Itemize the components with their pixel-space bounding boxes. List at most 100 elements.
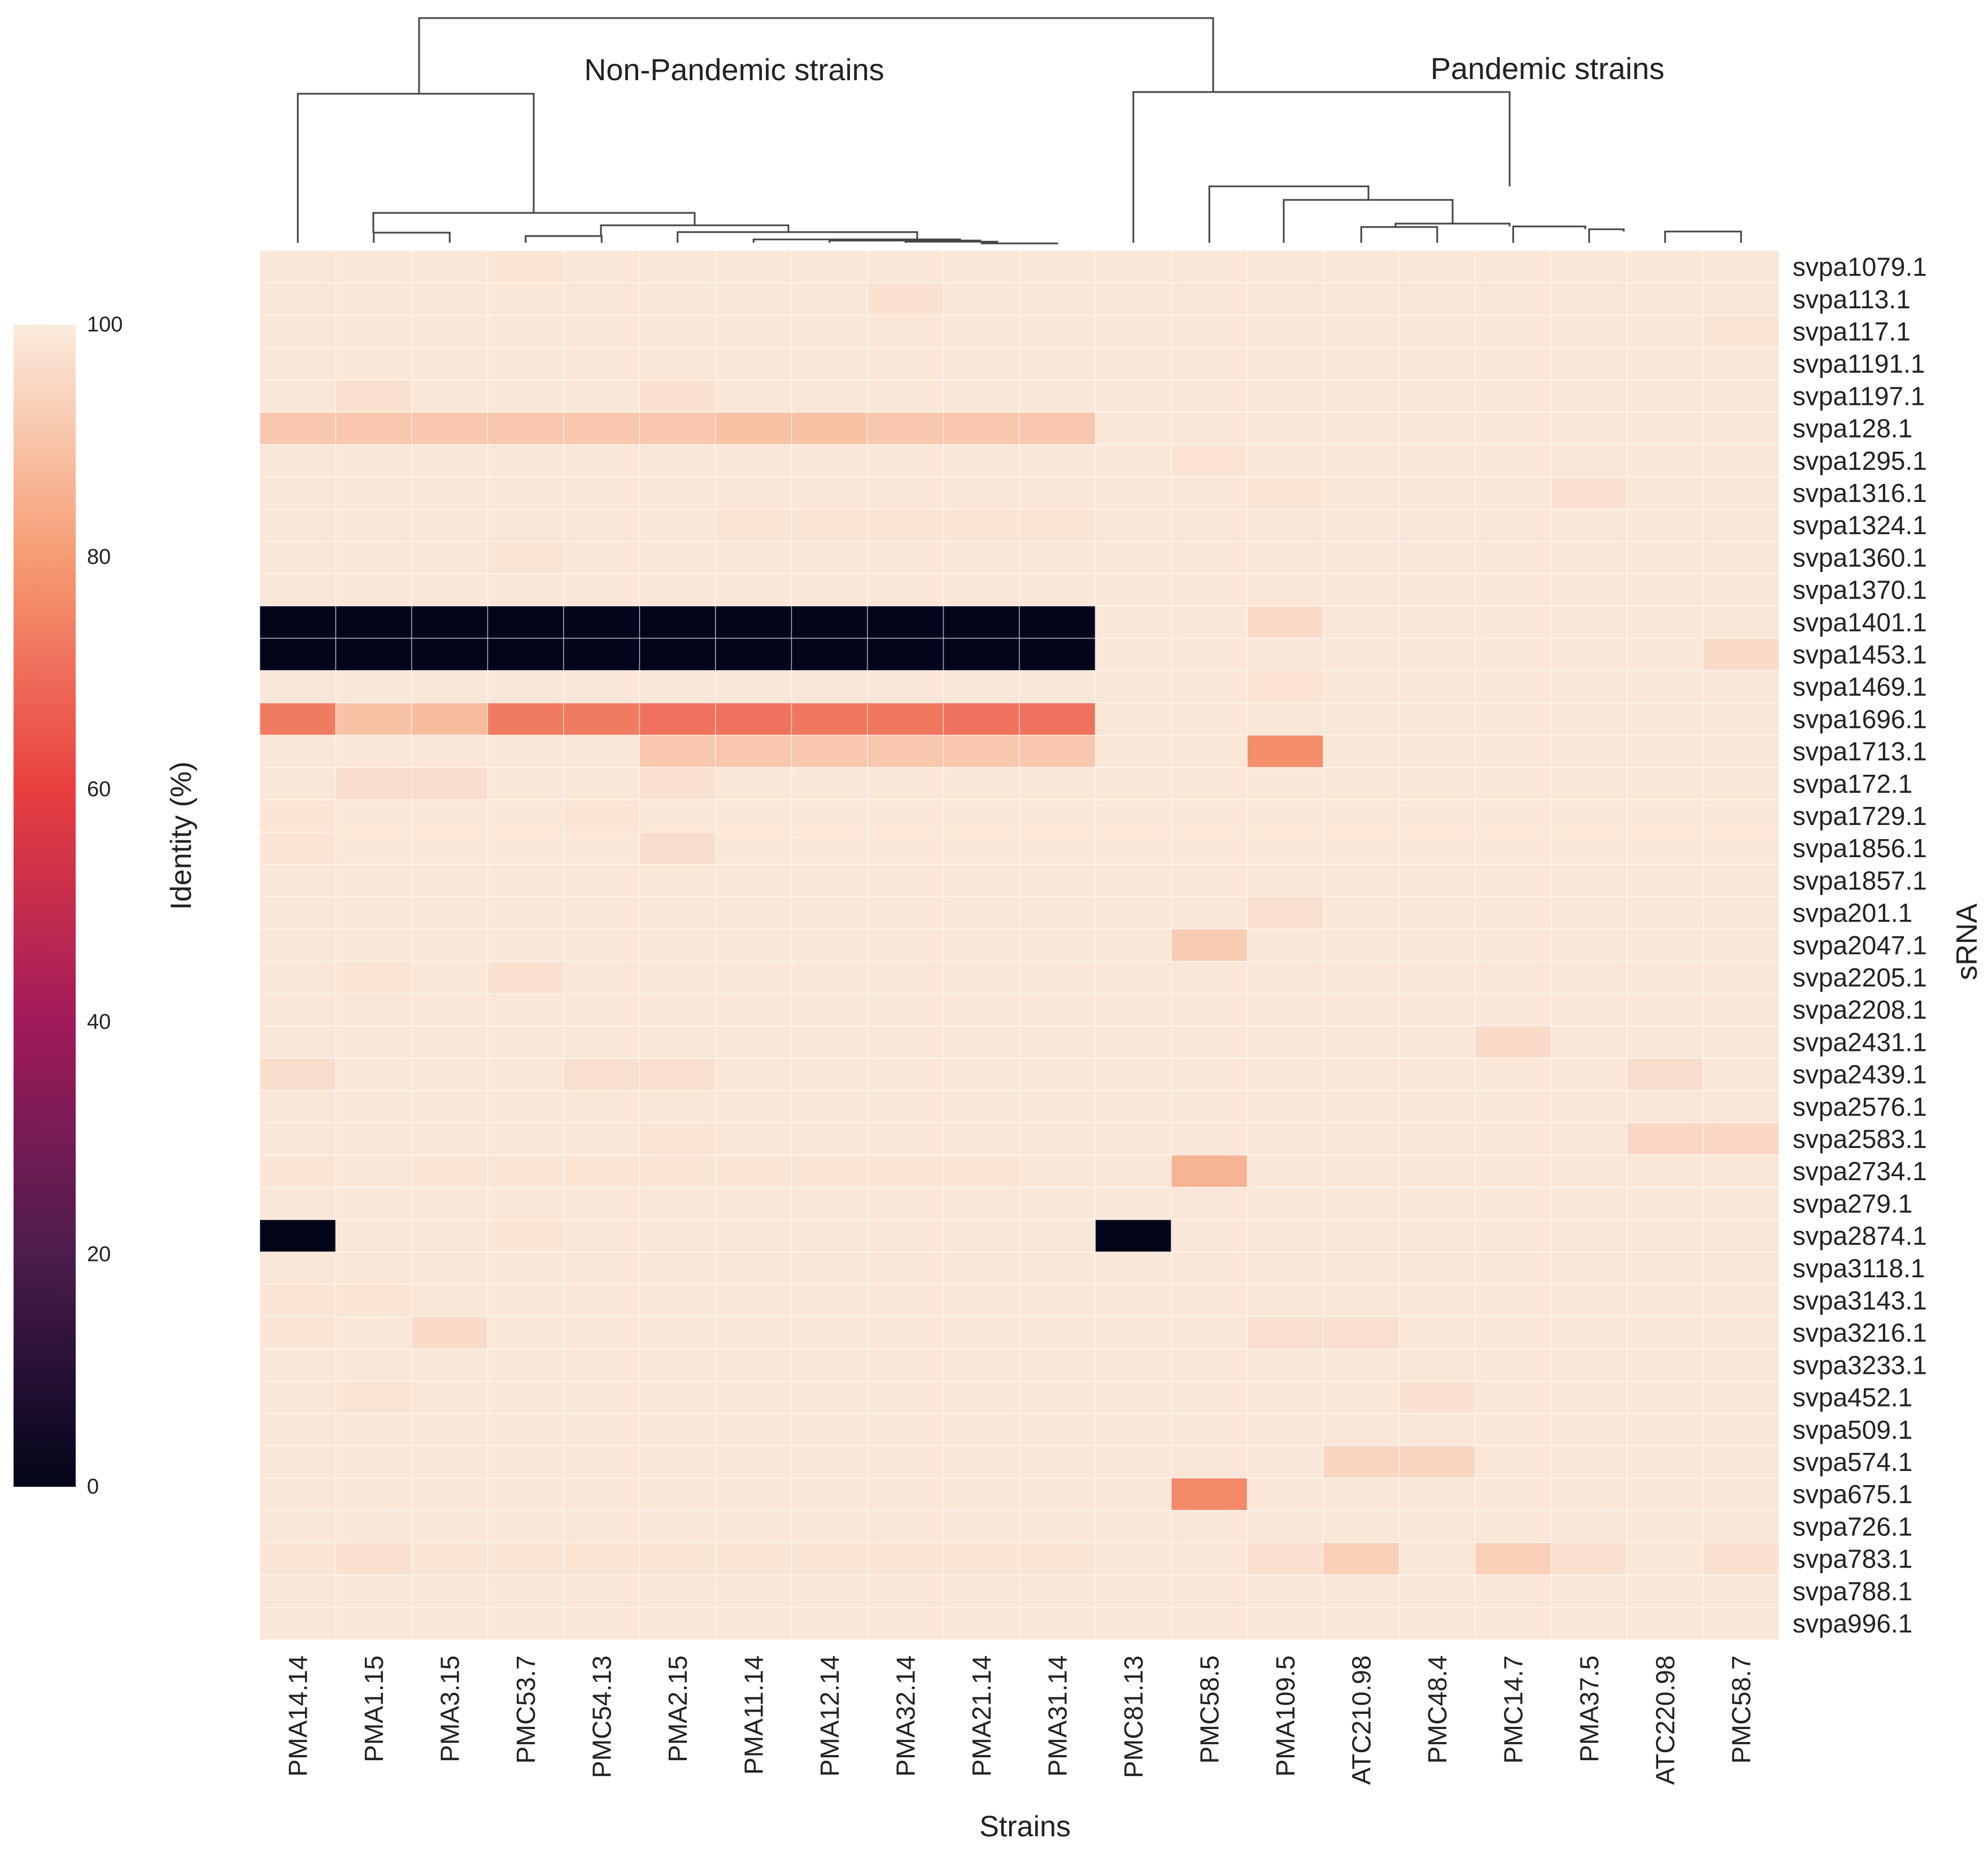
heatmap-cell bbox=[1398, 1542, 1476, 1575]
heatmap-cell bbox=[1627, 1154, 1704, 1188]
heatmap-cell bbox=[791, 1477, 868, 1511]
heatmap-cell bbox=[1398, 1219, 1476, 1252]
heatmap-cell bbox=[715, 670, 792, 704]
heatmap-cell bbox=[1702, 993, 1780, 1027]
heatmap-cell bbox=[715, 1284, 792, 1317]
heatmap-cell bbox=[411, 1219, 489, 1252]
heatmap-cell bbox=[335, 605, 412, 639]
heatmap-cell bbox=[791, 412, 868, 445]
heatmap-cell bbox=[1095, 1025, 1172, 1059]
row-label: svpa1191.1 bbox=[1793, 349, 1925, 378]
heatmap-cell bbox=[1550, 1251, 1628, 1285]
heatmap-cell bbox=[1550, 1187, 1628, 1220]
heatmap-cell bbox=[639, 250, 716, 283]
heatmap-cell bbox=[1019, 638, 1096, 671]
heatmap-cell bbox=[639, 1510, 716, 1543]
heatmap-cell bbox=[867, 831, 944, 865]
heatmap-cell bbox=[1627, 282, 1704, 316]
heatmap-cell bbox=[1323, 541, 1400, 574]
heatmap-cell bbox=[791, 896, 868, 929]
heatmap-cell bbox=[1323, 347, 1400, 381]
heatmap-cell bbox=[867, 799, 944, 833]
row-label: svpa2205.1 bbox=[1793, 963, 1927, 992]
heatmap-cell bbox=[791, 508, 868, 542]
heatmap-cell bbox=[1019, 993, 1096, 1027]
heatmap-cell bbox=[1475, 1574, 1552, 1608]
heatmap-cell bbox=[335, 541, 412, 574]
heatmap-cell bbox=[943, 993, 1020, 1027]
heatmap-cell bbox=[1019, 1090, 1096, 1124]
colorbar-tick-label: 20 bbox=[87, 1242, 111, 1266]
heatmap-cell bbox=[1550, 379, 1628, 413]
heatmap-cell bbox=[1398, 864, 1476, 897]
heatmap-cell bbox=[867, 315, 944, 348]
heatmap-cell bbox=[1171, 250, 1248, 283]
heatmap-cell bbox=[411, 702, 489, 736]
heatmap-cell bbox=[715, 767, 792, 801]
heatmap-cell bbox=[487, 282, 564, 316]
column-label: PMC54.13 bbox=[587, 1656, 616, 1778]
heatmap-cell bbox=[563, 1381, 640, 1414]
heatmap-cell bbox=[1550, 735, 1628, 768]
heatmap-cell bbox=[411, 1574, 489, 1608]
heatmap-cell bbox=[1095, 799, 1172, 833]
heatmap-cell bbox=[1019, 379, 1096, 413]
heatmap-cell bbox=[1398, 1510, 1476, 1543]
heatmap-cell bbox=[411, 1381, 489, 1414]
heatmap-cell bbox=[1323, 1542, 1400, 1575]
heatmap-cell bbox=[411, 767, 489, 801]
row-label: svpa783.1 bbox=[1793, 1544, 1912, 1574]
heatmap-cell bbox=[867, 638, 944, 671]
heatmap-cell bbox=[1627, 1348, 1704, 1382]
heatmap-cell bbox=[1475, 1090, 1552, 1124]
heatmap-cell bbox=[791, 1606, 868, 1640]
row-label: svpa1469.1 bbox=[1793, 672, 1927, 701]
heatmap-cell bbox=[487, 702, 564, 736]
heatmap-cell bbox=[791, 1219, 868, 1252]
heatmap-cell bbox=[867, 767, 944, 801]
heatmap-cell bbox=[1702, 1025, 1780, 1059]
heatmap-cell bbox=[563, 670, 640, 704]
heatmap-cell bbox=[487, 1187, 564, 1220]
heatmap-cell bbox=[335, 508, 412, 542]
heatmap-cell bbox=[867, 1445, 944, 1479]
heatmap-cell bbox=[1702, 1122, 1780, 1156]
heatmap-cell bbox=[1246, 1090, 1324, 1124]
heatmap-cell bbox=[335, 476, 412, 510]
heatmap-cell bbox=[1627, 605, 1704, 639]
heatmap-cell bbox=[1398, 1284, 1476, 1317]
heatmap-cell bbox=[487, 250, 564, 283]
heatmap-cell bbox=[1550, 1025, 1628, 1059]
heatmap-cell bbox=[943, 347, 1020, 381]
heatmap-cell bbox=[867, 1381, 944, 1414]
heatmap-cell bbox=[411, 379, 489, 413]
colorbar-label: Identity (%) bbox=[165, 762, 198, 910]
heatmap-cell bbox=[411, 250, 489, 283]
heatmap-cell bbox=[487, 1445, 564, 1479]
heatmap-cell bbox=[259, 605, 337, 639]
heatmap-cell bbox=[1171, 702, 1248, 736]
heatmap-cell bbox=[791, 1574, 868, 1608]
heatmap-cell bbox=[335, 282, 412, 316]
heatmap-cell bbox=[259, 638, 337, 671]
heatmap-cell bbox=[1550, 1510, 1628, 1543]
heatmap-cell bbox=[715, 250, 792, 283]
heatmap-cell bbox=[1627, 993, 1704, 1027]
heatmap-cell bbox=[1019, 605, 1096, 639]
heatmap-cell bbox=[639, 1090, 716, 1124]
heatmap-cell bbox=[563, 1058, 640, 1091]
heatmap-cell bbox=[1475, 541, 1552, 574]
heatmap-cell bbox=[1702, 831, 1780, 865]
heatmap-cell bbox=[487, 412, 564, 445]
heatmap-cell bbox=[259, 993, 337, 1027]
heatmap-cell bbox=[335, 799, 412, 833]
heatmap-cell bbox=[943, 767, 1020, 801]
heatmap-cell bbox=[563, 282, 640, 316]
heatmap-cell bbox=[1550, 1122, 1628, 1156]
heatmap-cell bbox=[1019, 1381, 1096, 1414]
heatmap-cell bbox=[1627, 831, 1704, 865]
heatmap-cell bbox=[1246, 670, 1324, 704]
heatmap-cell bbox=[639, 1348, 716, 1382]
heatmap-cell bbox=[563, 347, 640, 381]
column-label: PMA37.5 bbox=[1575, 1656, 1604, 1762]
